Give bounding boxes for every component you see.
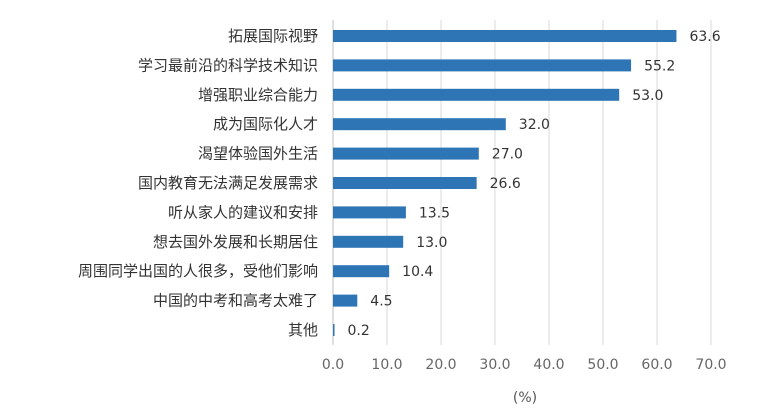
bar — [333, 30, 677, 42]
value-label: 13.5 — [419, 205, 450, 221]
bar — [333, 265, 390, 278]
category-label: 中国的中考和高考太难了 — [153, 292, 318, 310]
value-label: 53.0 — [632, 88, 663, 104]
bar — [333, 324, 335, 336]
x-tick-labels: 0.0 10.0 20.0 30.0 40.0 50.0 60.0 70.0 — [322, 357, 727, 373]
bar — [333, 294, 358, 307]
value-label: 27.0 — [492, 147, 523, 163]
category-label: 国内教育无法满足发展需求 — [138, 174, 318, 192]
bar — [333, 206, 406, 219]
x-tick-label: 60.0 — [641, 357, 672, 373]
x-axis-title: (%) — [513, 390, 537, 406]
x-tick-label: 0.0 — [322, 357, 344, 373]
x-tick-label: 70.0 — [695, 357, 726, 373]
value-label: 4.5 — [370, 294, 392, 310]
category-label: 周围同学出国的人很多，受他们影响 — [78, 262, 318, 280]
x-tick-label: 50.0 — [587, 357, 618, 373]
x-tick-label: 10.0 — [371, 357, 402, 373]
category-label: 其他 — [288, 321, 318, 339]
category-label: 成为国际化人才 — [213, 115, 318, 133]
bar — [333, 59, 632, 72]
bars — [333, 30, 677, 336]
x-tick-label: 40.0 — [533, 357, 564, 373]
value-label: 13.0 — [416, 235, 447, 251]
category-label: 听从家人的建议和安排 — [168, 203, 318, 221]
value-label: 63.6 — [689, 29, 720, 45]
bar — [333, 177, 477, 189]
category-label: 想去国外发展和长期居住 — [153, 233, 318, 251]
bar — [333, 88, 620, 101]
bar — [333, 235, 404, 248]
value-label: 32.0 — [519, 117, 550, 133]
x-tick-label: 20.0 — [425, 357, 456, 373]
category-labels: 拓展国际视野学习最前沿的科学技术知识增强职业综合能力成为国际化人才渴望体验国外生… — [78, 27, 318, 339]
bar — [333, 147, 479, 160]
category-label: 增强职业综合能力 — [198, 86, 318, 104]
value-label: 26.6 — [490, 176, 521, 192]
value-labels: 63.6 55.2 53.0 32.0 27.0 26.6 13.5 13.0 10.4 4.50… — [348, 29, 721, 339]
value-label: 0.2 — [348, 323, 370, 339]
value-label: 10.4 — [402, 264, 433, 280]
category-label: 学习最前沿的科学技术知识 — [138, 56, 318, 74]
value-label: 55.2 — [644, 58, 675, 74]
category-label: 渴望体验国外生活 — [198, 145, 318, 163]
category-label: 拓展国际视野 — [228, 27, 318, 45]
bar — [333, 118, 506, 131]
x-tick-label: 30.0 — [479, 357, 510, 373]
